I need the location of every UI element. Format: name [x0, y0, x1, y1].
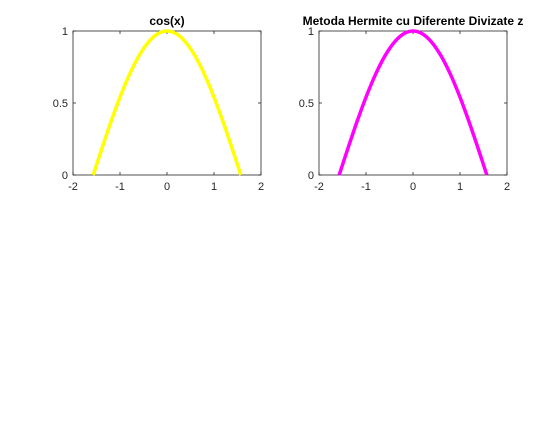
plot-area: [72, 30, 262, 176]
x-tick-label: -2: [314, 181, 324, 193]
chart-title: Metoda Hermite cu Diferente Divizate z: [303, 14, 524, 28]
y-tick-label: 0.5: [299, 98, 314, 110]
x-tick-label: -2: [68, 181, 78, 193]
y-tick-label: 1: [308, 26, 314, 38]
chart-title: cos(x): [149, 14, 184, 28]
x-tick-label: 1: [211, 181, 217, 193]
x-tick-label: 2: [504, 181, 510, 193]
series-line: [91, 29, 243, 176]
x-tick-label: -1: [361, 181, 371, 193]
axes-1: -2 -1 0 1 2 0 0.5 1 cos(x): [53, 14, 264, 193]
y-tick-label: 1: [62, 26, 68, 38]
y-tick-label: 0.5: [53, 98, 68, 110]
x-tick-label: -1: [115, 181, 125, 193]
x-tick-label: 0: [410, 181, 416, 193]
x-tick-label: 1: [457, 181, 463, 193]
y-tick-label: 0: [62, 170, 68, 182]
series-line: [337, 29, 489, 176]
x-tick-label: 0: [164, 181, 170, 193]
y-tick-label: 0: [308, 170, 314, 182]
x-tick-label: 2: [258, 181, 264, 193]
